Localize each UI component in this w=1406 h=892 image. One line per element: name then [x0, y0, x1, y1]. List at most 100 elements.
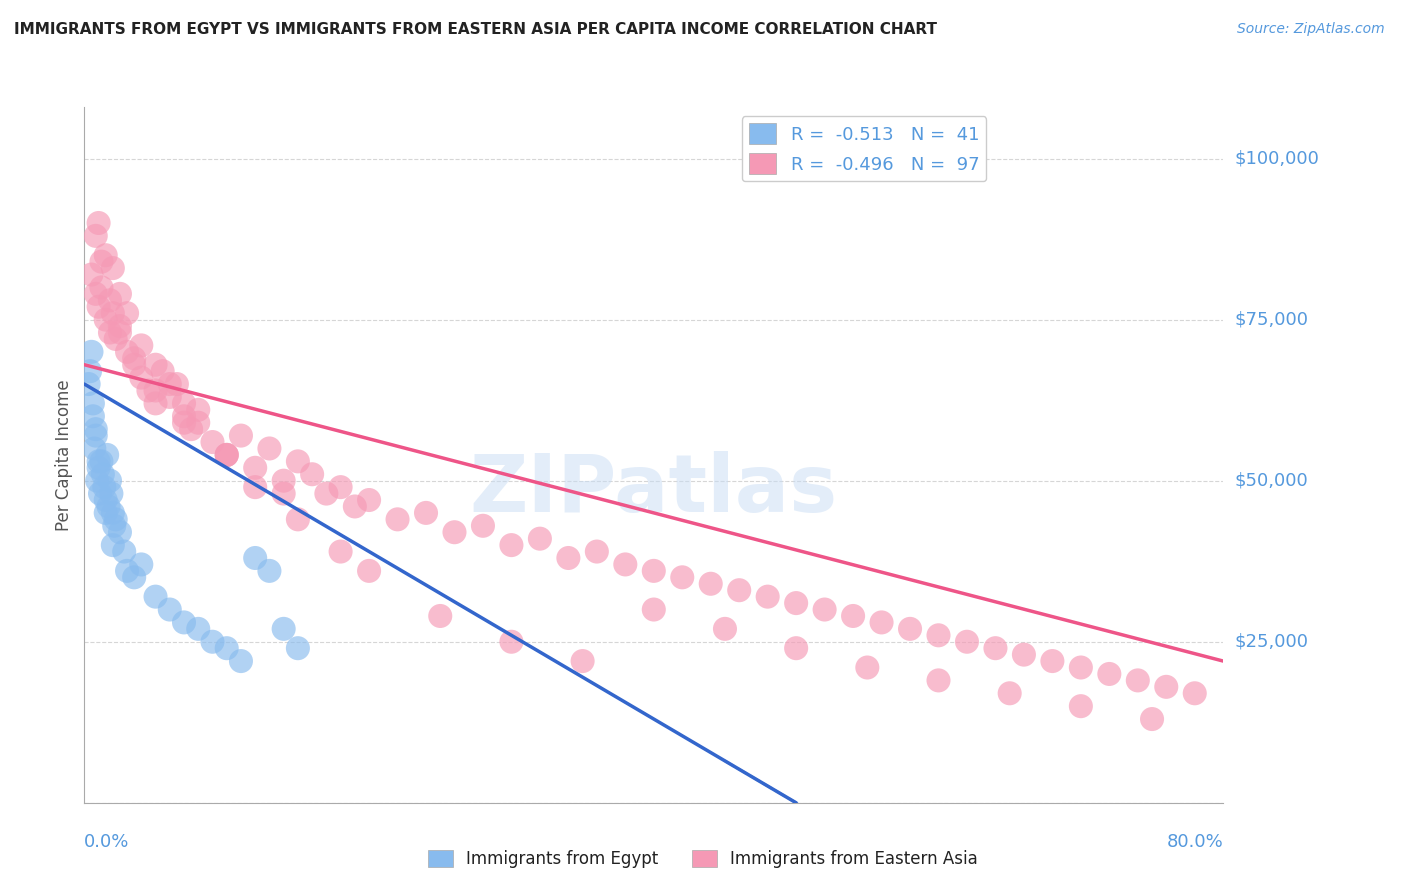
Point [614, 558, 637, 572]
Point [229, 654, 252, 668]
Legend: Immigrants from Egypt, Immigrants from Eastern Asia: Immigrants from Egypt, Immigrants from E… [422, 843, 984, 875]
Point [159, 377, 181, 392]
Point [700, 576, 723, 591]
Point [984, 641, 1007, 656]
Point [108, 525, 131, 540]
Point [287, 512, 309, 526]
Point [215, 448, 238, 462]
Point [145, 396, 167, 410]
Point [173, 416, 195, 430]
Point [287, 641, 309, 656]
Point [586, 544, 609, 558]
Point [501, 634, 523, 648]
Point [201, 435, 224, 450]
Point [287, 454, 309, 468]
Point [443, 525, 465, 540]
Point [152, 364, 174, 378]
Point [159, 602, 181, 616]
Text: ZIPatlas: ZIPatlas [470, 450, 838, 529]
Text: IMMIGRANTS FROM EGYPT VS IMMIGRANTS FROM EASTERN ASIA PER CAPITA INCOME CORRELAT: IMMIGRANTS FROM EGYPT VS IMMIGRANTS FROM… [14, 22, 936, 37]
Point [79, 364, 101, 378]
Point [501, 538, 523, 552]
Point [108, 319, 131, 334]
Point [343, 500, 366, 514]
Point [359, 564, 381, 578]
Point [1098, 667, 1121, 681]
Point [131, 338, 153, 352]
Point [1012, 648, 1035, 662]
Point [187, 402, 209, 417]
Point [80, 268, 103, 282]
Point [115, 344, 138, 359]
Text: 80.0%: 80.0% [1167, 833, 1223, 851]
Point [90, 254, 112, 268]
Point [82, 396, 104, 410]
Point [159, 390, 181, 404]
Point [84, 422, 107, 436]
Point [87, 454, 110, 468]
Point [112, 544, 135, 558]
Point [166, 377, 188, 392]
Point [83, 442, 105, 456]
Point [856, 660, 879, 674]
Point [1156, 680, 1178, 694]
Point [529, 532, 551, 546]
Point [94, 248, 117, 262]
Point [145, 384, 167, 398]
Point [89, 486, 111, 500]
Point [138, 384, 160, 398]
Point [101, 261, 124, 276]
Point [1126, 673, 1149, 688]
Point [245, 551, 267, 566]
Point [714, 622, 737, 636]
Point [98, 326, 121, 340]
Point [1070, 660, 1092, 674]
Point [301, 467, 323, 482]
Point [359, 493, 381, 508]
Point [215, 641, 238, 656]
Point [259, 564, 281, 578]
Text: 0.0%: 0.0% [84, 833, 129, 851]
Point [122, 358, 145, 372]
Point [145, 358, 167, 372]
Point [814, 602, 837, 616]
Point [77, 377, 100, 392]
Point [870, 615, 893, 630]
Point [87, 460, 110, 475]
Point [86, 474, 108, 488]
Point [94, 493, 117, 508]
Point [201, 634, 224, 648]
Point [108, 286, 131, 301]
Point [643, 564, 665, 578]
Point [928, 628, 950, 642]
Text: $50,000: $50,000 [1234, 472, 1308, 490]
Y-axis label: Per Capita Income: Per Capita Income [55, 379, 73, 531]
Point [273, 474, 295, 488]
Point [329, 544, 352, 558]
Point [94, 506, 117, 520]
Text: $100,000: $100,000 [1234, 150, 1319, 168]
Point [229, 428, 252, 442]
Point [215, 448, 238, 462]
Point [898, 622, 921, 636]
Point [97, 500, 120, 514]
Point [956, 634, 979, 648]
Point [82, 409, 104, 424]
Point [728, 583, 751, 598]
Point [785, 641, 807, 656]
Point [131, 370, 153, 384]
Point [90, 454, 112, 468]
Point [571, 654, 593, 668]
Point [1070, 699, 1092, 714]
Point [187, 622, 209, 636]
Point [643, 602, 665, 616]
Point [173, 396, 195, 410]
Point [145, 590, 167, 604]
Point [115, 306, 138, 320]
Point [91, 467, 114, 482]
Point [98, 293, 121, 308]
Point [998, 686, 1021, 700]
Point [472, 518, 495, 533]
Point [429, 609, 451, 624]
Point [557, 551, 579, 566]
